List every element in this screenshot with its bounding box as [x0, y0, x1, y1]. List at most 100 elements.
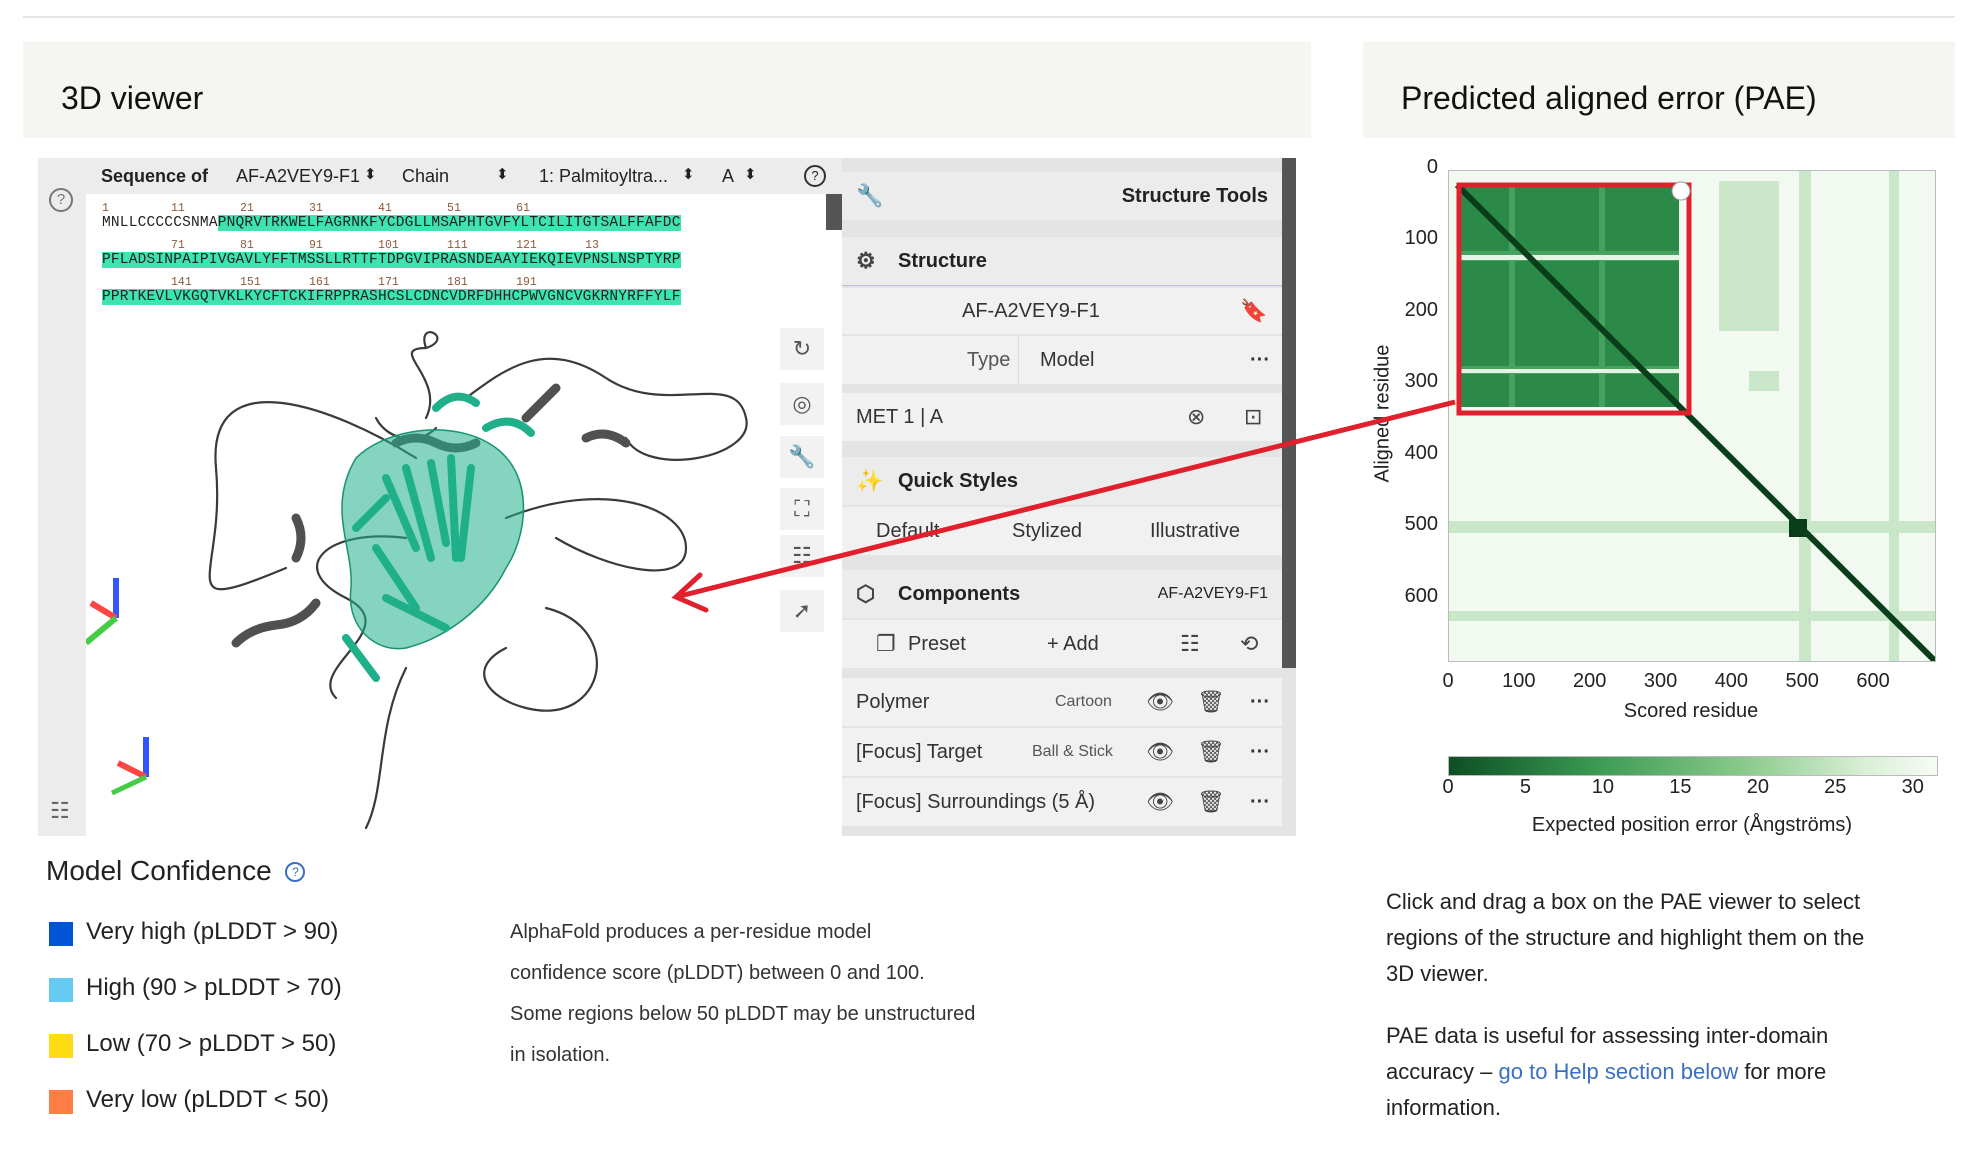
pae-x-tick: 200 — [1573, 670, 1607, 692]
structure-id: AF-A2VEY9-F1 — [962, 299, 1100, 322]
colorbar-tick: 0 — [1442, 776, 1454, 798]
pae-help-text: Click and drag a box on the PAE viewer t… — [1386, 884, 1864, 992]
trash-icon[interactable]: 🗑 — [1197, 789, 1225, 814]
wrench-icon[interactable]: 🔧 — [780, 436, 824, 478]
legend-swatch — [49, 1090, 73, 1114]
controls-icon[interactable]: ☷ — [50, 798, 70, 823]
sequence-label: Sequence of — [101, 166, 209, 186]
wrench-icon: 🔧 — [856, 183, 884, 208]
chain-id-arrows-icon: ⬍ — [744, 166, 757, 183]
sequence-highlight: PNQRVTRKWELFAGRNKFYCDGLLMSAPHTGVFYLTCILI… — [217, 215, 681, 231]
sequence-numbers: 1 11 21 31 41 51 61 — [102, 202, 530, 215]
bookmark-icon[interactable]: 🔖 — [1240, 298, 1268, 323]
axes-gizmo — [84, 578, 119, 646]
pae-y-tick: 300 — [1404, 370, 1438, 393]
help-line: information. — [1386, 1095, 1501, 1120]
sequence-numbers: 71 81 91 101 111 121 13 — [102, 239, 599, 252]
viewer-header: 3D viewer — [23, 42, 1311, 138]
colorbar-tick: 20 — [1746, 776, 1769, 798]
chain-id-select[interactable]: A — [722, 166, 735, 186]
more-icon[interactable]: ··· — [1250, 690, 1270, 713]
legend-label: Very high (pLDDT > 90) — [86, 918, 339, 945]
protein-render — [84, 331, 748, 830]
history-icon[interactable]: ⟲ — [1240, 631, 1259, 656]
entry-select[interactable]: AF-A2VEY9-F1 — [236, 166, 361, 186]
style-illustrative-button[interactable]: Illustrative — [1150, 519, 1241, 542]
sequence-numbers: 141 151 161 171 181 191 — [102, 276, 537, 289]
pae-x-tick: 500 — [1785, 670, 1819, 692]
more-icon[interactable]: ··· — [1250, 348, 1270, 371]
focus-target-icon[interactable]: ⊡ — [1244, 404, 1263, 429]
component-row[interactable]: Polymer Cartoon 👁 🗑 ··· — [842, 678, 1282, 726]
sequence-highlight: PFLADSINPAIPIVGAVLYFFTMSSLLRTTFTDPGVIPRA… — [102, 252, 681, 268]
pae-x-tick: 300 — [1643, 670, 1678, 692]
structure-canvas[interactable] — [84, 308, 842, 836]
legend-swatch — [49, 978, 73, 1002]
reset-view-icon[interactable]: ↻ — [780, 328, 824, 370]
components-heading[interactable]: ⬡ Components AF-A2VEY9-F1 — [842, 570, 1282, 618]
pae-plot[interactable] — [1448, 170, 1936, 662]
viewer-title: 3D viewer — [61, 80, 204, 116]
colorbar-label: Expected position error (Ångströms) — [1531, 814, 1853, 836]
help-line: 3D viewer. — [1386, 961, 1489, 986]
component-row[interactable]: [Focus] Target Ball & Stick 👁 🗑 ··· — [842, 728, 1282, 776]
screenshot-icon[interactable]: ◎ — [780, 383, 824, 425]
trash-icon[interactable]: 🗑 — [1197, 689, 1225, 714]
description-line: in isolation. — [510, 1044, 611, 1066]
clear-focus-icon[interactable]: ⊗ — [1187, 404, 1206, 429]
style-stylized-button[interactable]: Stylized — [1012, 519, 1083, 542]
components-entry: AF-A2VEY9-F1 — [1157, 585, 1268, 602]
sequence-help-icon[interactable]: ? — [804, 165, 826, 187]
pae-x-tick: 600 — [1856, 670, 1890, 692]
pae-y-tick: 200 — [1404, 298, 1438, 321]
component-repr[interactable]: Cartoon — [1055, 693, 1112, 710]
help-section-link[interactable]: go to Help section below — [1498, 1059, 1739, 1084]
description-line: AlphaFold produces a per-residue model — [510, 921, 872, 943]
legend-swatch — [49, 922, 73, 946]
legend-swatch — [49, 1034, 73, 1058]
sequence-line[interactable]: PPRTKEVLVKGQTVKLKYCFTCKIFRPPRASHCSLCDNCV… — [102, 289, 681, 305]
help-line-with-link: accuracy – go to Help section below for … — [1386, 1054, 1828, 1090]
fullscreen-icon[interactable]: ⛶ — [780, 488, 824, 530]
selection-cursor-icon[interactable]: ➚ — [780, 590, 824, 632]
pae-heatmap — [1449, 171, 1935, 661]
sequence-scrollbar[interactable] — [826, 194, 842, 230]
pae-header: Predicted aligned error (PAE) — [1363, 42, 1955, 138]
preset-button[interactable]: Preset — [908, 632, 966, 655]
more-icon[interactable]: ··· — [1250, 740, 1270, 763]
add-component-button[interactable]: + Add — [1047, 632, 1099, 655]
sequence-line[interactable]: MNLLCCCCCSNMAPNQRVTRKWELFAGRNKFYCDGLLMSA… — [102, 215, 681, 231]
structure-tools-header: 🔧 Structure Tools — [842, 172, 1282, 220]
focus-row[interactable]: MET 1 | A ⊗ ⊡ — [842, 393, 1282, 441]
eye-icon[interactable]: 👁 — [1146, 789, 1174, 814]
component-settings-icon[interactable]: ☷ — [1180, 631, 1200, 656]
tools-scrollbar[interactable] — [1282, 158, 1296, 668]
sequence-line[interactable]: PFLADSINPAIPIVGAVLYFFTMSSLLRTTFTDPGVIPRA… — [102, 252, 681, 268]
help-line: regions of the structure and highlight t… — [1386, 925, 1865, 950]
structure-heading[interactable]: ⚙ Structure — [842, 237, 1282, 286]
sequence-plain: MNLLCCCCCSNMA — [102, 215, 218, 231]
eye-icon[interactable]: 👁 — [1146, 739, 1174, 764]
entity-select[interactable]: 1: Palmitoyltra... — [539, 166, 669, 186]
more-icon[interactable]: ··· — [1250, 790, 1270, 813]
structure-id-row[interactable]: AF-A2VEY9-F1 🔖 — [842, 288, 1282, 334]
trash-icon[interactable]: 🗑 — [1197, 739, 1225, 764]
focus-residue: MET 1 | A — [856, 405, 944, 428]
eye-icon[interactable]: 👁 — [1146, 689, 1174, 714]
help-icon[interactable]: ? — [49, 188, 73, 212]
legend-label: Very low (pLDDT < 50) — [86, 1086, 329, 1113]
chain-select[interactable]: Chain — [402, 166, 450, 186]
selection-box — [1456, 182, 1692, 416]
help-line: PAE data is useful for assessing inter-d… — [1386, 1023, 1829, 1048]
component-name: [Focus] Target — [856, 740, 983, 763]
pae-y-tick: 0 — [1426, 156, 1438, 178]
pae-x-tick: 400 — [1714, 670, 1749, 692]
component-row[interactable]: [Focus] Surroundings (5 Å) 👁 🗑 ··· — [842, 778, 1282, 826]
components-actions-row: ❐ Preset + Add ☷ ⟲ — [842, 620, 1282, 668]
component-repr[interactable]: Ball & Stick — [1032, 743, 1113, 760]
colorbar-tick: 10 — [1591, 776, 1615, 798]
confidence-description: AlphaFold produces a per-residue model c… — [510, 912, 975, 1076]
sequence-panel[interactable]: 1 11 21 31 41 51 61 MNLLCCCCCSNMAPNQRVTR… — [86, 194, 842, 308]
confidence-help-icon[interactable]: ? — [285, 862, 306, 882]
